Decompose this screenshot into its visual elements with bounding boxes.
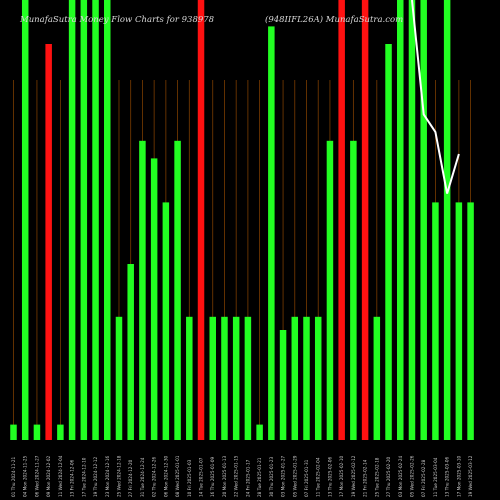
- bar: [21, 0, 29, 440]
- bar: [373, 316, 381, 440]
- x-tick-label: 27 Thu 2025-02-20: [386, 456, 391, 497]
- x-tick-label: 06 Mon 2024-12-30: [163, 456, 168, 497]
- x-tick-label: 24 Fri 2025-01-17: [245, 459, 250, 497]
- x-tick-label: 17 Tue 2024-12-10: [81, 457, 86, 497]
- bar-series: [10, 0, 474, 441]
- x-tick-label: 14 Tue 2025-01-07: [199, 457, 204, 497]
- line-series: [411, 0, 460, 194]
- bar: [150, 158, 158, 440]
- bar: [232, 316, 240, 440]
- bar: [385, 44, 392, 440]
- bar: [397, 0, 404, 440]
- x-tick-label: 03 Mon 2025-01-27: [281, 456, 286, 497]
- chart-subtitle: (948IIFL26A) MunafaSutra.com: [265, 14, 403, 25]
- x-tick-label: 28 Tue 2025-01-21: [257, 457, 262, 497]
- x-tick-label: 20 Mon 2025-01-13: [222, 456, 227, 497]
- x-tick-label: 19 Wed 2025-03-12: [468, 455, 473, 497]
- bar: [115, 316, 123, 440]
- x-tick-label: 05 Wed 2025-01-29: [292, 455, 297, 497]
- x-tick-label: 07 Fri 2025-01-31: [304, 459, 309, 497]
- x-tick-label: 13 Thu 2025-02-06: [327, 456, 332, 497]
- x-tick-label: 25 Wed 2024-12-18: [116, 455, 121, 497]
- bar: [162, 202, 170, 440]
- bar: [420, 0, 427, 440]
- x-tick-label: 23 Mon 2024-12-16: [105, 456, 110, 497]
- bar: [326, 140, 334, 441]
- bar: [467, 202, 474, 440]
- x-tick-label: 13 Fri 2024-12-06: [70, 459, 75, 497]
- bar: [197, 0, 205, 440]
- bar: [209, 316, 216, 440]
- x-tick-label: 03 Mon 2025-02-24: [398, 456, 403, 497]
- x-tick-label: 06 Wed 2024-11-27: [34, 455, 39, 497]
- bar: [350, 140, 357, 441]
- x-tick-label: 22 Wed 2025-01-15: [234, 455, 239, 497]
- x-tick-label: 31 Tue 2024-12-24: [140, 457, 145, 497]
- x-tick-label: 08 Wed 2025-01-01: [175, 455, 180, 497]
- x-tick-label: 11 Tue 2025-03-04: [433, 457, 438, 497]
- x-tick-label: 19 Wed 2025-02-12: [351, 455, 356, 497]
- x-tick-label: 27 Fri 2024-12-20: [128, 459, 133, 497]
- bar: [186, 316, 193, 440]
- bar: [291, 316, 299, 440]
- x-tick-label: 10 Fri 2025-01-03: [187, 459, 192, 497]
- bar: [408, 0, 416, 440]
- x-tick-label: 21 Fri 2025-02-14: [363, 459, 368, 497]
- series-line: [411, 0, 460, 194]
- chart-title: MunafaSutra Money Flow Charts for 938978: [19, 15, 215, 25]
- x-tick-label: 30 Thu 2025-01-23: [269, 456, 274, 497]
- bar: [338, 0, 345, 440]
- x-tick-labels: 01 Thu 2024-11-21 04 Mon 2024-11-25 06 Wed…: [11, 455, 473, 497]
- x-tick-label: 01 Thu 2024-11-21: [11, 456, 16, 497]
- bar: [127, 264, 134, 440]
- x-tick-label: 11 Tue 2025-02-04: [316, 457, 321, 497]
- x-tick-label: 16 Thu 2025-01-09: [210, 456, 215, 497]
- x-tick-label: 19 Thu 2024-12-12: [93, 456, 98, 497]
- bar: [314, 316, 322, 440]
- bar: [68, 0, 76, 440]
- x-tick-label: 07 Fri 2025-02-28: [421, 459, 426, 497]
- x-tick-label: 11 Wed 2024-12-04: [58, 455, 63, 497]
- bar: [221, 316, 228, 440]
- x-tick-label: 02 Thu 2024-12-26: [152, 456, 157, 497]
- bar: [455, 202, 463, 440]
- x-tick-label: 09 Mon 2024-12-02: [46, 456, 51, 497]
- bar: [244, 316, 252, 440]
- bar: [104, 0, 111, 440]
- bar: [256, 424, 263, 440]
- bar: [139, 140, 146, 441]
- x-tick-label: 25 Tue 2025-02-18: [374, 457, 379, 497]
- bar: [33, 424, 41, 440]
- bar: [80, 0, 88, 440]
- bar: [92, 0, 99, 440]
- bar: [268, 26, 275, 441]
- x-tick-label: 05 Wed 2025-02-26: [409, 455, 414, 497]
- bar: [443, 0, 451, 440]
- bar: [45, 44, 52, 440]
- bar: [361, 0, 369, 440]
- bar: [10, 424, 17, 440]
- bar: [57, 424, 64, 440]
- x-tick-label: 04 Mon 2024-11-25: [23, 456, 28, 497]
- bar: [432, 202, 439, 440]
- x-tick-label: 17 Mon 2025-02-10: [339, 456, 344, 497]
- x-tick-label: 17 Mon 2025-03-10: [456, 456, 461, 497]
- bar: [303, 316, 310, 440]
- x-tick-label: 13 Thu 2025-03-06: [445, 456, 450, 497]
- bar: [279, 330, 287, 440]
- bar: [174, 140, 181, 441]
